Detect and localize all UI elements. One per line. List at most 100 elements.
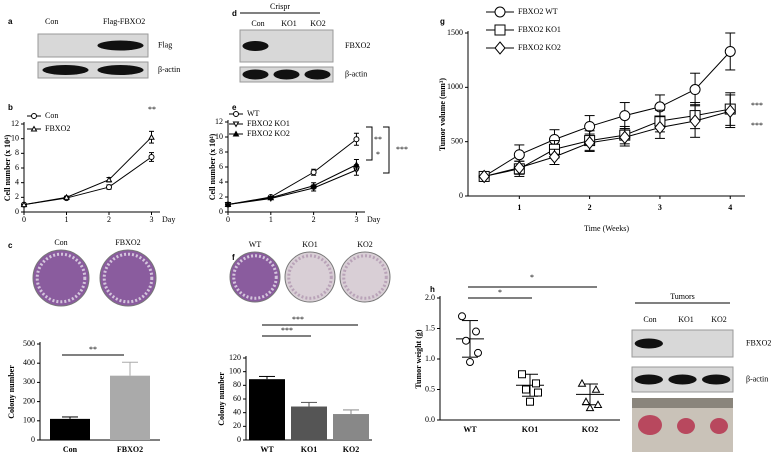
bracket — [383, 126, 390, 174]
y-tick-label: 1.5 — [425, 323, 435, 332]
y-tick-label: 8 — [219, 147, 223, 156]
y-tick-label: 0 — [219, 207, 223, 216]
lane-label: Con — [251, 19, 264, 28]
bar — [291, 406, 327, 440]
legend-label: FBXO2 KO1 — [247, 119, 290, 128]
marker — [548, 150, 561, 164]
marker — [310, 182, 317, 189]
y-axis-label: Colony number — [217, 372, 226, 426]
y-tick-label: 8 — [15, 148, 19, 157]
plate — [284, 251, 336, 303]
x-tick-label: FBXO2 — [117, 445, 143, 452]
band — [42, 65, 89, 75]
band-label: FBXO2 — [746, 338, 771, 347]
panel-letter: a — [8, 17, 13, 26]
y-tick-label: 300 — [23, 377, 35, 386]
band-label: Flag — [158, 40, 172, 49]
significance: * — [530, 273, 534, 282]
marker — [518, 370, 526, 379]
x-tick-label: 2 — [588, 203, 592, 212]
panel-letter: f — [232, 253, 235, 262]
lane-label: Flag-FBXO2 — [103, 17, 145, 26]
plate-label: KO2 — [357, 240, 373, 249]
y-tick-label: 0.0 — [425, 415, 435, 424]
x-tick-label: KO1 — [301, 445, 317, 452]
series-line — [227, 138, 357, 205]
x-tick-label: 0 — [22, 215, 26, 224]
panel-letter: h — [430, 285, 435, 294]
marker — [63, 193, 70, 200]
band — [242, 69, 269, 80]
marker — [513, 149, 525, 161]
lane-label: KO2 — [711, 315, 727, 324]
x-tick-label: 3 — [658, 203, 662, 212]
y-tick-label: 20 — [233, 421, 241, 430]
significance: * — [376, 150, 380, 159]
marker — [577, 378, 587, 387]
lane-label: Con — [45, 17, 58, 26]
panel-letter: c — [8, 241, 13, 250]
marker — [532, 379, 540, 388]
marker — [232, 130, 240, 137]
y-tick-label: 1.0 — [425, 354, 435, 363]
tumor — [638, 415, 662, 435]
band — [634, 374, 663, 385]
y-tick-label: 0 — [459, 191, 463, 200]
band — [97, 65, 144, 75]
marker — [513, 160, 525, 175]
y-tick-label: 2 — [15, 192, 19, 201]
band-label: β-actin — [345, 69, 367, 78]
y-tick-label: 12 — [215, 117, 223, 126]
x-tick-label: 2 — [107, 215, 111, 224]
plate-label: KO1 — [302, 240, 318, 249]
marker — [31, 113, 37, 119]
marker — [353, 136, 360, 143]
tumor — [710, 418, 728, 434]
band — [668, 374, 697, 385]
y-tick-label: 80 — [233, 380, 241, 389]
band-label: β-actin — [746, 374, 768, 383]
y-tick-label: 120 — [229, 353, 241, 362]
y-tick-label: 12 — [11, 119, 19, 128]
marker — [526, 397, 534, 406]
significance: *** — [751, 121, 763, 130]
x-tick-label: WT — [463, 425, 477, 434]
marker — [233, 111, 239, 117]
significance: *** — [396, 145, 408, 154]
marker — [494, 41, 506, 55]
y-tick-label: 0 — [31, 435, 35, 444]
plate — [99, 249, 157, 307]
x-axis-label: Day — [162, 215, 175, 224]
plate-colonies — [342, 254, 388, 300]
y-tick-label: 0.5 — [425, 384, 435, 393]
x-tick-label: WT — [260, 445, 274, 452]
marker — [148, 133, 155, 140]
y-tick-label: 400 — [23, 358, 35, 367]
y-tick-label: 1000 — [447, 82, 463, 91]
legend-label: Con — [45, 111, 58, 120]
ruler — [632, 398, 733, 408]
bar — [50, 418, 90, 440]
bar — [110, 375, 150, 440]
legend-label: FBXO2 WT — [518, 7, 558, 16]
marker — [494, 24, 506, 36]
significance: *** — [292, 315, 304, 324]
marker — [583, 135, 596, 150]
significance: ** — [374, 135, 382, 144]
bar — [333, 414, 369, 440]
marker — [619, 110, 631, 122]
y-tick-label: 500 — [451, 136, 463, 145]
band — [304, 69, 331, 80]
tumor — [677, 418, 695, 434]
y-axis-label: Cell number (x 10⁴) — [208, 133, 217, 200]
marker — [232, 121, 240, 128]
plate-colonies — [232, 254, 278, 300]
x-tick-label: Con — [63, 445, 78, 452]
legend-label: FBXO2 KO1 — [518, 25, 561, 34]
y-tick-label: 0 — [237, 435, 241, 444]
series-line — [23, 136, 152, 206]
lane-label: KO1 — [678, 315, 694, 324]
marker — [619, 130, 631, 145]
plate-colonies — [102, 252, 154, 304]
marker — [224, 200, 232, 207]
